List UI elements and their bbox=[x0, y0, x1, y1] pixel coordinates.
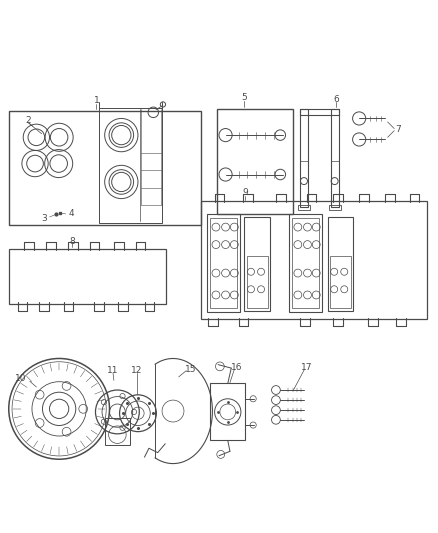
Circle shape bbox=[109, 169, 134, 194]
Bar bbox=[292, 219, 319, 308]
Text: 3: 3 bbox=[41, 214, 47, 223]
Text: 2: 2 bbox=[26, 116, 31, 125]
Text: 9: 9 bbox=[242, 189, 248, 197]
Bar bbox=[331, 109, 339, 207]
Bar bbox=[217, 109, 293, 214]
Circle shape bbox=[109, 123, 134, 147]
Bar bbox=[99, 108, 162, 223]
Bar bbox=[300, 109, 308, 207]
Bar bbox=[298, 205, 310, 211]
Text: 7: 7 bbox=[396, 125, 402, 134]
Bar bbox=[289, 214, 322, 312]
Bar bbox=[300, 109, 339, 115]
Text: 10: 10 bbox=[15, 374, 27, 383]
Text: 1: 1 bbox=[93, 96, 99, 106]
Text: 5: 5 bbox=[241, 93, 247, 102]
Bar bbox=[207, 214, 240, 312]
Text: 15: 15 bbox=[185, 365, 196, 374]
Bar bbox=[247, 256, 268, 308]
Bar bbox=[201, 201, 427, 319]
Bar bbox=[328, 205, 341, 211]
Text: 16: 16 bbox=[231, 363, 242, 372]
Bar bbox=[244, 217, 270, 311]
Text: 8: 8 bbox=[69, 237, 75, 246]
Text: 11: 11 bbox=[107, 366, 119, 375]
Bar bbox=[330, 256, 351, 308]
Text: 6: 6 bbox=[333, 95, 339, 104]
Bar bbox=[210, 219, 237, 308]
Bar bbox=[328, 217, 353, 311]
Bar bbox=[9, 249, 166, 304]
Text: 12: 12 bbox=[131, 366, 143, 375]
Bar bbox=[105, 418, 130, 445]
Text: 17: 17 bbox=[301, 363, 312, 372]
Text: 4: 4 bbox=[68, 208, 74, 217]
Bar bbox=[9, 111, 201, 225]
Bar bbox=[210, 383, 245, 440]
